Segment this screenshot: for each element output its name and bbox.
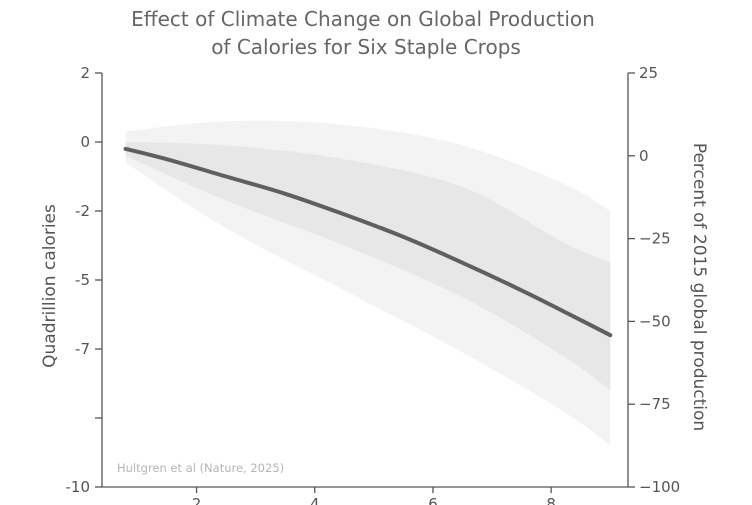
left-tick-label: 0 (80, 133, 90, 151)
right-tick-label: −100 (639, 478, 680, 496)
series-layer (123, 146, 613, 338)
source-note: Hultgren et al (Nature, 2025) (117, 461, 284, 475)
right-axis: 25 0 −25 −50 −75 −100 (627, 64, 680, 496)
uncertainty-band-2 (125, 142, 611, 391)
chart-title-line-1: Effect of Climate Change on Global Produ… (131, 7, 595, 31)
x-tick-label: 2 (192, 495, 202, 505)
chart-title-line-2: of Calories for Six Staple Crops (211, 35, 521, 59)
right-tick-label: 25 (639, 64, 658, 82)
left-tick-label: 2 (80, 64, 90, 82)
x-tick-label: 6 (428, 495, 438, 505)
left-tick-label: -2 (75, 202, 90, 220)
bands-layer (125, 120, 611, 446)
x-tick-label: 8 (546, 495, 556, 505)
right-tick-label: 0 (639, 147, 649, 165)
right-tick-label: −75 (639, 395, 671, 413)
left-tick-label: -5 (75, 271, 90, 289)
series-line-1 (123, 146, 613, 338)
y-axis-label-left: Quadrillion calories (40, 204, 60, 368)
right-tick-label: −25 (639, 230, 671, 248)
x-axis: 2 4 6 8 (102, 486, 628, 505)
y-axis-label-right: Percent of 2015 global production (689, 143, 709, 431)
left-axis: 2 0 -2 -5 -7 -10 (66, 64, 103, 496)
left-tick-label: -10 (66, 478, 91, 496)
left-tick-label: -7 (75, 340, 90, 358)
right-tick-label: −50 (639, 312, 671, 330)
x-tick-label: 4 (310, 495, 320, 505)
